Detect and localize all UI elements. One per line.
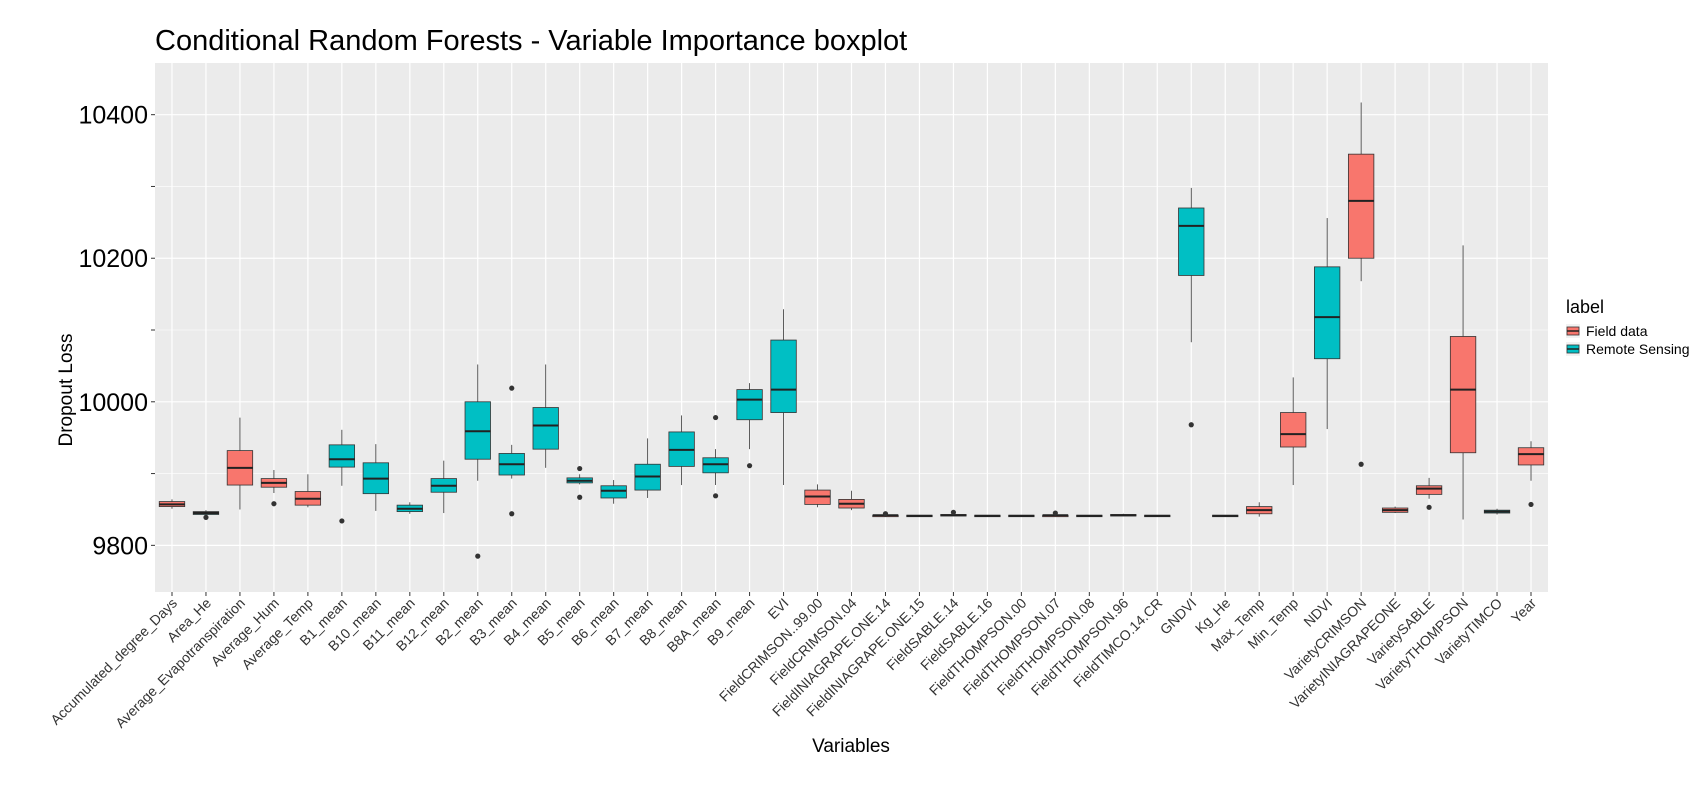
outlier-point: [1528, 501, 1534, 508]
box-FieldTHOMPSON.00: [1008, 514, 1035, 518]
outlier-point: [509, 511, 515, 517]
box-FieldCRIMSON..99.00: [804, 484, 831, 508]
box-VarietyINIAGRAPEONE: [1381, 506, 1409, 514]
box-iqr: [1280, 412, 1307, 448]
outlier-point: [203, 514, 209, 520]
outlier-point: [1052, 510, 1058, 516]
box-iqr: [736, 389, 763, 421]
box-B4_mean: [532, 364, 559, 468]
box-FieldTHOMPSON.07: [1042, 510, 1069, 518]
box-B1_mean: [328, 429, 356, 524]
y-tick-label: 10200: [78, 245, 148, 273]
box-VarietySABLE: [1415, 477, 1443, 510]
box-B10_mean: [362, 444, 389, 511]
outlier-point: [339, 518, 345, 524]
box-iqr: [328, 444, 356, 468]
box-GNDVI: [1178, 187, 1205, 428]
outlier-point: [577, 494, 583, 500]
outlier-point: [746, 463, 753, 469]
box-EVI: [770, 309, 797, 486]
box-B7_mean: [634, 438, 661, 498]
box-B12_mean: [430, 460, 457, 514]
box-Average_Temp: [294, 474, 322, 508]
box-FieldTHOMPSON.08: [1076, 514, 1103, 518]
box-VarietyTIMCO: [1483, 508, 1511, 515]
x-tick-label: Accumulated_degree_Days: [47, 595, 180, 728]
y-tick-label: 9800: [92, 532, 148, 560]
y-tick-label: 10000: [78, 389, 148, 417]
legend-entry: Field data: [1566, 323, 1648, 339]
box-iqr: [1415, 485, 1443, 495]
outlier-point: [712, 493, 719, 499]
y-tick-label: 10400: [78, 102, 148, 130]
x-tick-label: EVI: [764, 595, 791, 622]
outlier-point: [577, 465, 583, 472]
box-Year: [1517, 441, 1545, 508]
outlier-point: [509, 385, 515, 391]
box-FieldTHOMPSON.96: [1110, 513, 1137, 517]
box-Max_Temp: [1246, 502, 1273, 517]
box-B8A_mean: [702, 414, 729, 499]
outlier-point: [882, 511, 889, 517]
box-Kg_He: [1212, 514, 1239, 518]
box-NDVI: [1314, 218, 1341, 430]
box-B11_mean: [396, 502, 423, 514]
legend-entries: Field data Remote Sensing: [1566, 323, 1690, 357]
box-B9_mean: [736, 383, 763, 469]
boxes-layer: [158, 102, 1545, 559]
box-B6_mean: [600, 480, 627, 504]
box-iqr: [1517, 447, 1545, 466]
box-Average_Evapotranspiration: [226, 417, 254, 510]
legend-title: label: [1566, 297, 1604, 317]
x-axis-title: Variables: [812, 736, 890, 757]
outlier-point: [475, 553, 481, 559]
box-iqr: [1314, 266, 1341, 360]
box-FieldCRIMSON.04: [838, 490, 865, 511]
y-axis-title: Dropout Loss: [56, 333, 77, 446]
y-axis-ticks: 9800 10000 10200 10400: [78, 102, 155, 560]
legend-entry: Remote Sensing: [1566, 341, 1690, 357]
outlier-point: [1188, 422, 1194, 428]
box-FieldINIAGRAPE.ONE.15: [906, 514, 933, 518]
box-FieldSABLE.14: [940, 509, 967, 517]
box-iqr: [600, 485, 627, 499]
legend-label: Remote Sensing: [1586, 341, 1690, 357]
box-iqr: [1347, 153, 1375, 259]
outlier-point: [1358, 461, 1364, 467]
outlier-point: [1426, 504, 1432, 510]
outlier-point: [712, 414, 719, 421]
outlier-point: [950, 509, 957, 515]
box-Area_He: [192, 510, 220, 520]
x-axis-ticks: Accumulated_degree_DaysArea_HeAverage_Ev…: [47, 592, 1539, 731]
legend: label Field data Remote Sensing: [1566, 297, 1690, 357]
box-Accumulated_degree_Days: [158, 499, 186, 509]
legend-label: Field data: [1586, 323, 1648, 339]
x-tick-label: Year: [1508, 595, 1540, 627]
x-tick-label: Average_Evapotranspiration: [112, 595, 248, 731]
box-iqr: [1178, 207, 1205, 276]
box-iqr: [532, 407, 559, 450]
box-FieldINIAGRAPE.ONE.14: [872, 511, 899, 518]
box-B2_mean: [464, 364, 491, 559]
box-iqr: [1449, 336, 1477, 454]
box-B3_mean: [498, 385, 525, 517]
chart-title: Conditional Random Forests - Variable Im…: [155, 25, 907, 57]
outlier-point: [271, 501, 277, 507]
box-iqr: [702, 457, 729, 474]
box-FieldTIMCO.14.CR: [1144, 514, 1171, 518]
box-Min_Temp: [1280, 377, 1307, 486]
x-tick-label: GNDVI: [1157, 595, 1200, 638]
box-FieldSABLE.16: [974, 514, 1001, 518]
box-B5_mean: [566, 465, 593, 500]
box-VarietyCRIMSON: [1347, 102, 1375, 467]
box-iqr: [770, 339, 797, 413]
box-VarietyTHOMPSON: [1449, 245, 1477, 520]
box-B8_mean: [668, 415, 695, 486]
box-Average_Hum: [260, 469, 288, 507]
